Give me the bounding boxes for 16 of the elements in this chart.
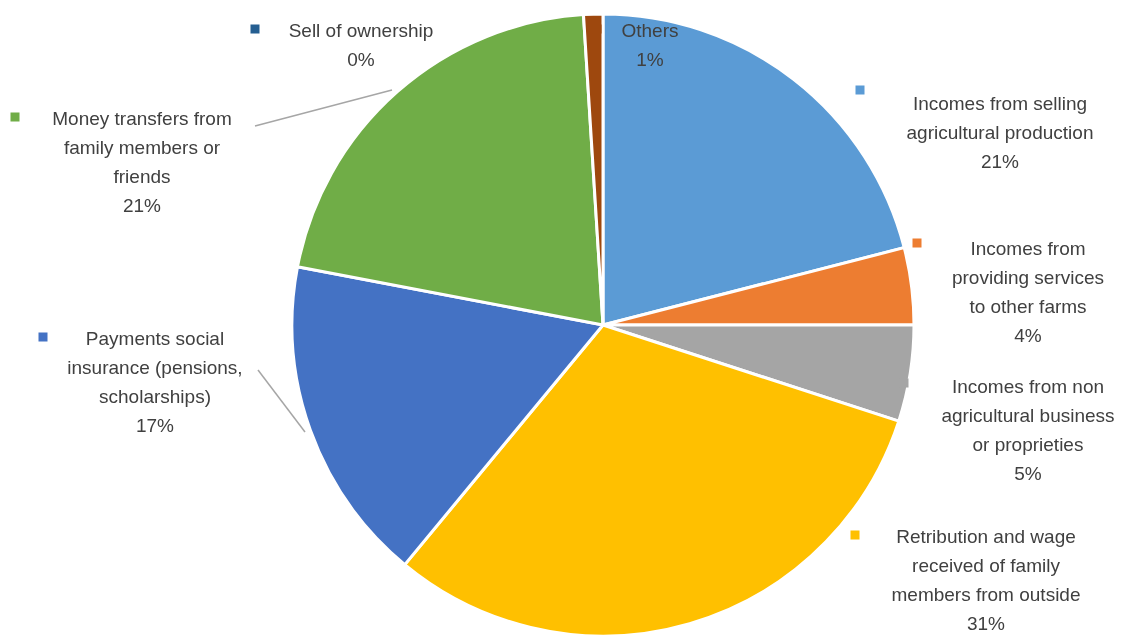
data-label: 4%	[1014, 324, 1042, 346]
data-label: 1%	[636, 48, 664, 70]
legend-label: Others	[621, 19, 679, 41]
data-label: 31%	[966, 612, 1006, 634]
data-label: 21%	[980, 150, 1020, 172]
legend-label: Incomes from non agricultural business or proprieties	[941, 375, 1115, 455]
data-label: 5%	[1014, 462, 1042, 484]
legend-label: Sell of ownership	[288, 19, 434, 41]
data-label: 17%	[135, 414, 175, 436]
legend-label: Money transfers from family members or friends	[52, 107, 232, 187]
slice-label: Incomes from providing services to other farms	[951, 237, 1105, 317]
data-label: 21%	[122, 194, 162, 216]
slice-label: Incomes from selling agricultural production	[906, 92, 1094, 143]
text: 0%	[347, 48, 375, 70]
legend-label: Payments social insurance (pensions, scholarships)	[67, 327, 243, 407]
legend-label: Retribution and wage received of family members from outside	[891, 525, 1081, 605]
